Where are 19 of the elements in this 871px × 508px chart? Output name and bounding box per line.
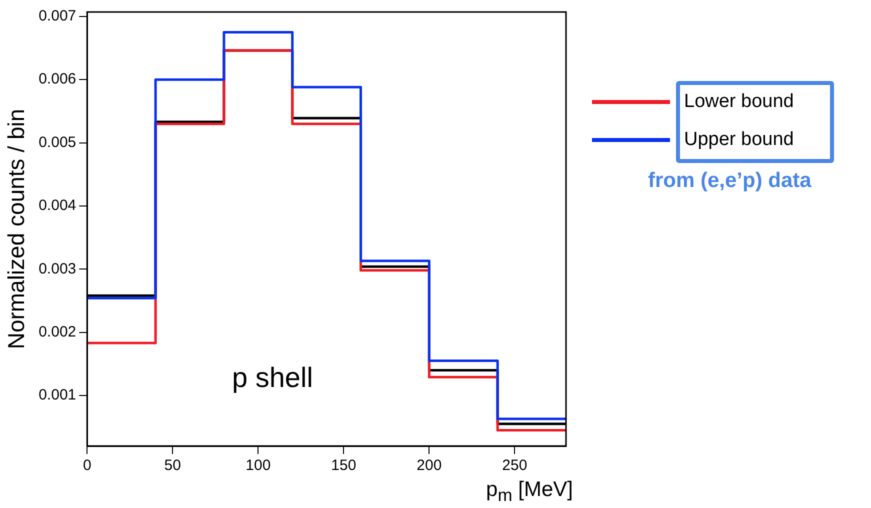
annotation: p shell: [232, 362, 313, 394]
y-tick-label: 0.006: [38, 70, 76, 88]
y-tick-label: 0.007: [38, 8, 76, 25]
legend-label: Upper bound: [684, 129, 794, 151]
legend-label: Lower bound: [684, 91, 794, 113]
x-tick-label: 50: [164, 457, 181, 474]
y-tick-label: 0.004: [38, 197, 76, 214]
y-tick-label: 0.005: [38, 134, 76, 151]
x-axis-title: p$_{m}$ [MeV]: [486, 478, 573, 506]
y-tick-label: 0.003: [38, 260, 76, 278]
x-tick-label: 250: [502, 457, 528, 474]
x-tick-label: 200: [416, 457, 442, 474]
x-tick-label: 150: [331, 457, 356, 474]
y-tick-label: 0.001: [38, 386, 76, 404]
x-tick-label: 0: [82, 457, 92, 474]
y-tick-label: 0.002: [38, 323, 76, 340]
y-axis-title: Normalized counts / bin: [3, 108, 30, 350]
text: from (e,e’p) data: [648, 169, 812, 193]
x-tick-label: 100: [246, 457, 271, 474]
